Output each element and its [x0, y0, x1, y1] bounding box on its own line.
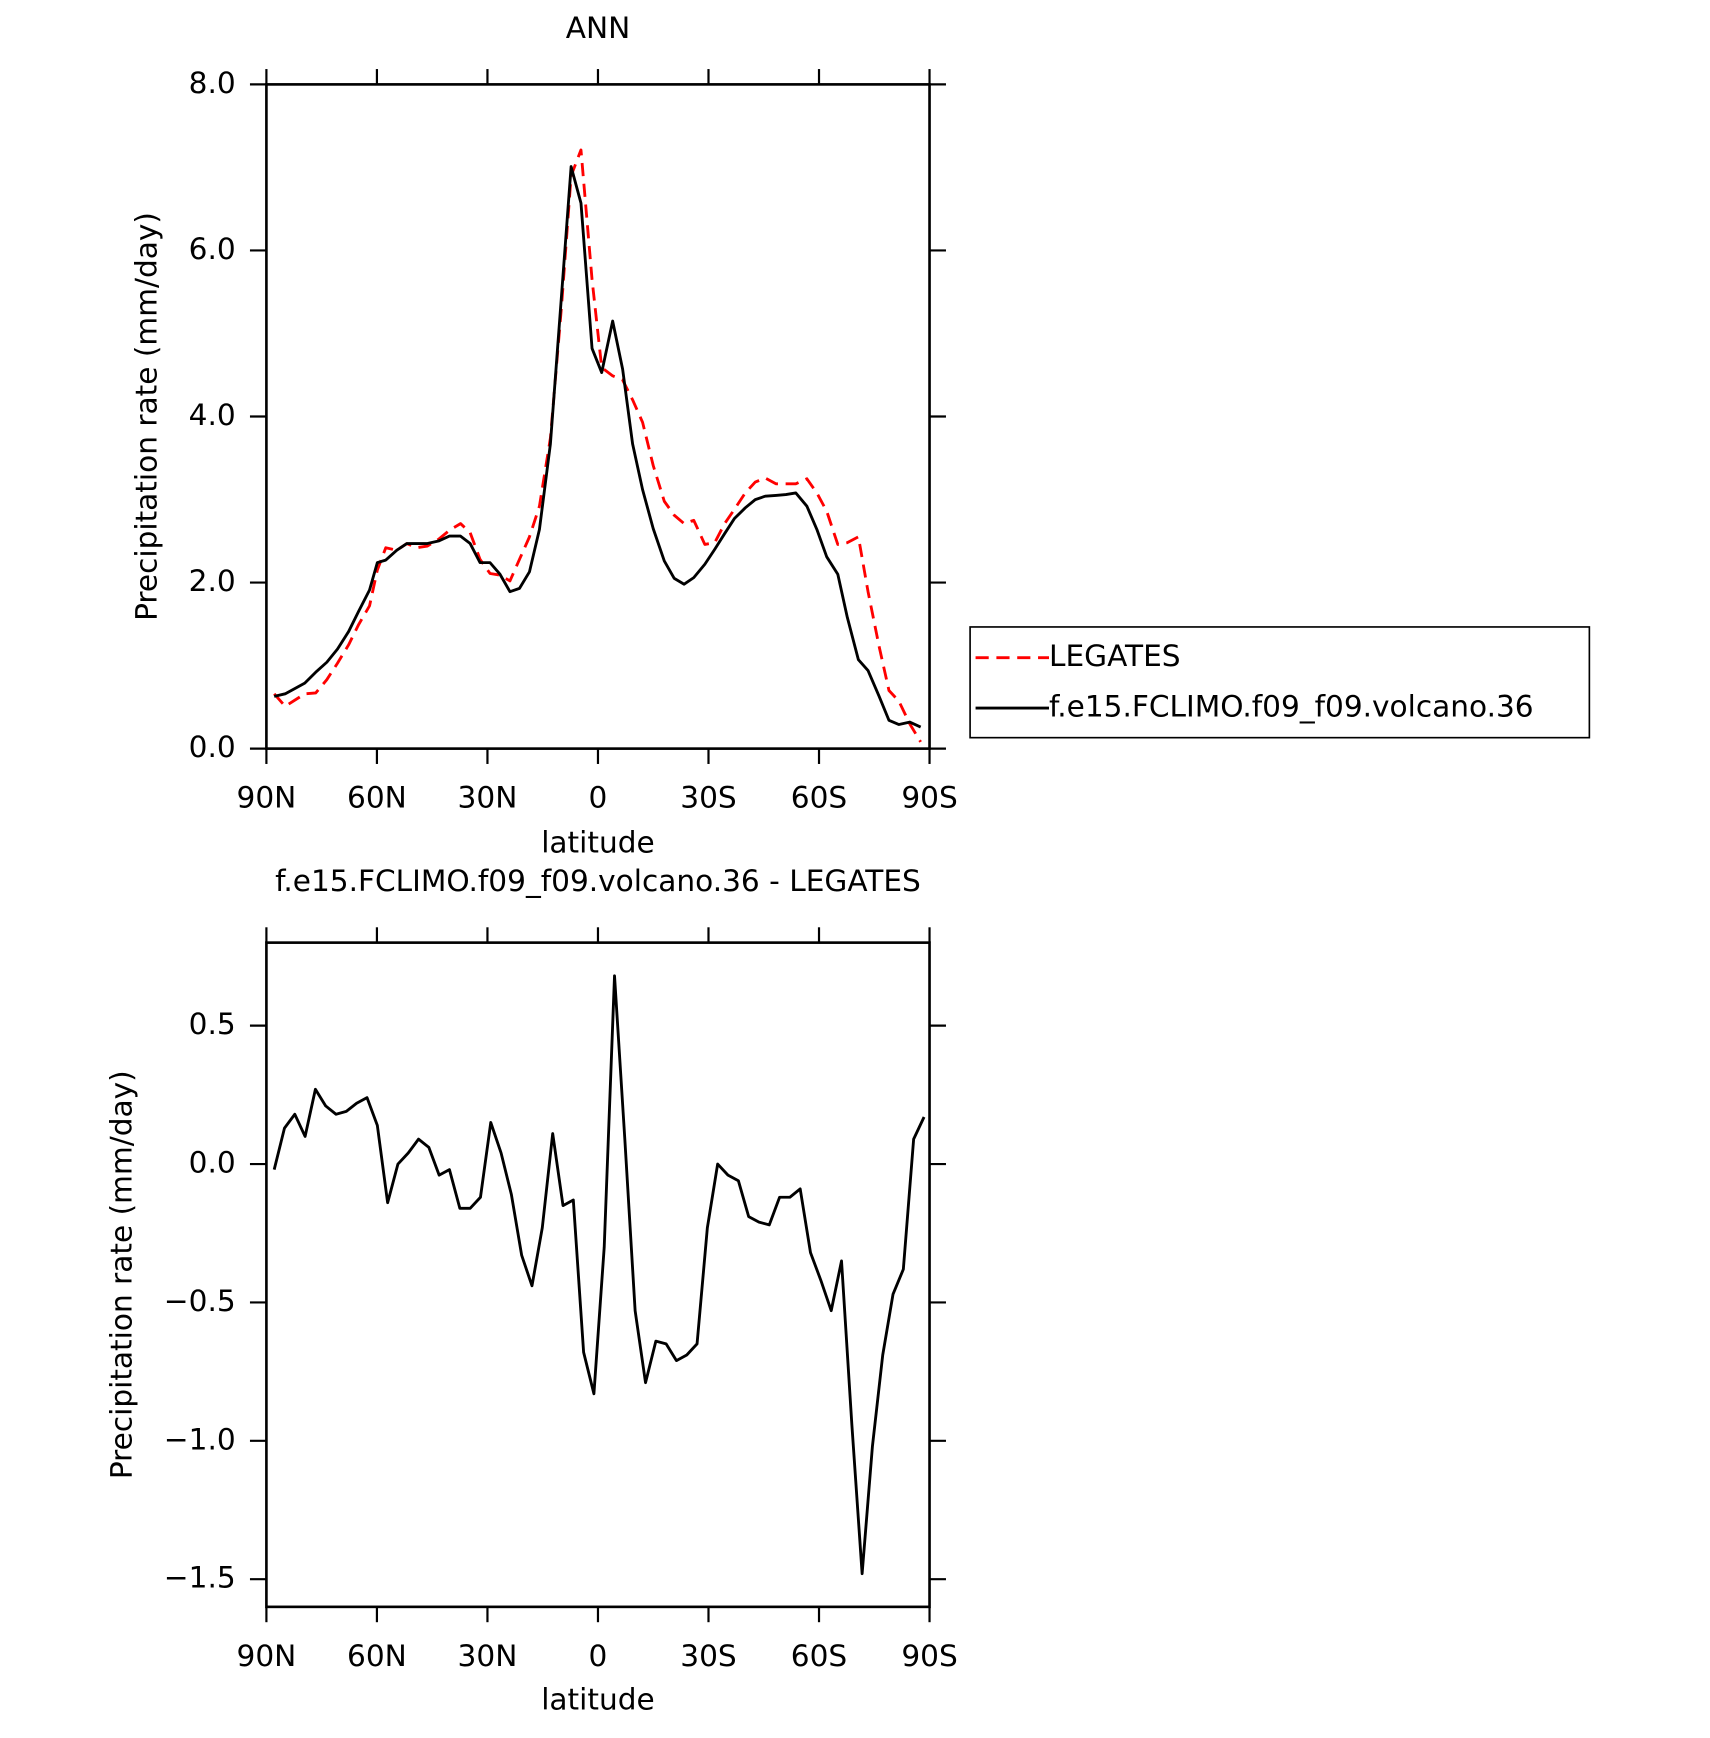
x-tick-label: 60S [791, 781, 847, 815]
y-tick-label: −0.5 [164, 1284, 236, 1318]
x-tick-label: 60N [347, 781, 407, 815]
x-tick-label: 60N [347, 1639, 407, 1673]
x-tick-label: 90S [901, 781, 957, 815]
x-tick-label: 90N [237, 1639, 297, 1673]
x-tick-label: 90S [901, 1639, 957, 1673]
chart-title: f.e15.FCLIMO.f09_f09.volcano.36 - LEGATE… [275, 864, 921, 898]
x-tick-label: 0 [589, 1639, 608, 1673]
y-tick-label: −1.5 [164, 1561, 236, 1595]
x-tick-label: 60S [791, 1639, 847, 1673]
x-axis-label: latitude [541, 1683, 654, 1717]
legend-label: LEGATES [1049, 639, 1181, 673]
y-tick-label: 0.0 [189, 1146, 236, 1180]
data-line [273, 165, 922, 729]
y-tick-label: −1.0 [164, 1422, 236, 1456]
data-line [273, 148, 922, 743]
x-tick-label: 30S [680, 1639, 736, 1673]
x-axis-label: latitude [541, 825, 654, 859]
data-line [272, 974, 926, 1576]
x-tick-label: 30N [458, 781, 518, 815]
y-tick-label: 0.0 [189, 730, 236, 764]
x-tick-label: 90N [237, 781, 297, 815]
chart-title: ANN [566, 11, 631, 45]
legend-label: f.e15.FCLIMO.f09_f09.volcano.36 [1049, 690, 1534, 724]
y-tick-label: 4.0 [189, 398, 236, 432]
y-tick-label: 6.0 [189, 232, 236, 266]
x-tick-label: 0 [589, 781, 608, 815]
y-axis-label: Precipitation rate (mm/day) [130, 212, 164, 621]
plot-frame [265, 941, 931, 1609]
x-tick-label: 30S [680, 781, 736, 815]
legend-box [969, 626, 1591, 739]
y-tick-label: 2.0 [189, 564, 236, 598]
x-tick-label: 30N [458, 1639, 518, 1673]
y-tick-label: 0.5 [189, 1007, 236, 1041]
y-tick-label: 8.0 [189, 66, 236, 100]
plot-frame [265, 83, 931, 750]
y-axis-label: Precipitation rate (mm/day) [104, 1070, 138, 1479]
